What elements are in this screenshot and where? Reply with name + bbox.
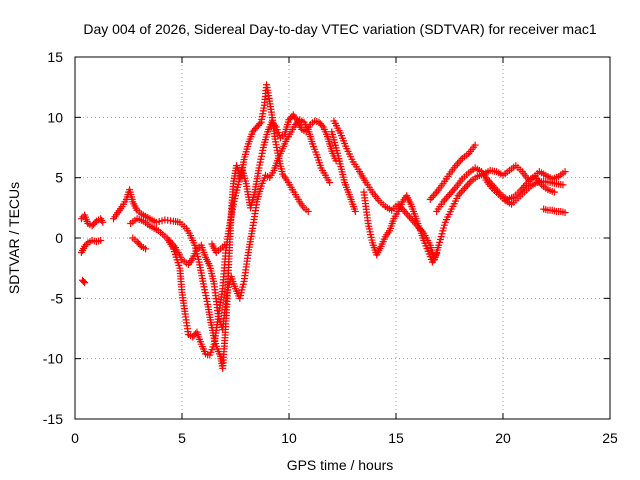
data-point [550, 188, 558, 196]
series-sat-l [426, 141, 479, 203]
y-tick-label: 15 [47, 49, 63, 65]
x-tick-label: 5 [178, 430, 186, 446]
x-tick-label: 0 [71, 430, 79, 446]
series-sat-k [360, 188, 441, 266]
data-point [97, 236, 105, 244]
x-tick-label: 20 [495, 430, 511, 446]
y-axis-title: SDTVAR / TECUs [6, 182, 22, 294]
x-tick-label: 10 [281, 430, 297, 446]
axes: 0 5 10 15 20 25 -15 -10 -5 0 5 10 15 [43, 49, 618, 446]
x-tick-label: 25 [602, 430, 618, 446]
data-point [221, 241, 229, 249]
series-sat-h [208, 240, 229, 256]
y-tick-label: 5 [55, 170, 63, 186]
data-point [318, 121, 326, 129]
series-sat-e [129, 234, 150, 253]
data-point [559, 181, 567, 189]
y-tick-label: 10 [47, 109, 63, 125]
data-point [136, 241, 144, 249]
series-sat-a [77, 211, 107, 230]
data-point [471, 141, 479, 149]
data-point [80, 277, 88, 285]
data-point [99, 218, 107, 226]
series-sat-c [78, 276, 89, 287]
series-sat-b [77, 236, 105, 256]
x-axis-title: GPS time / hours [287, 457, 394, 473]
y-tick-label: 0 [55, 230, 63, 246]
data-points [77, 81, 569, 372]
series-sat-g [165, 116, 334, 334]
chart-title: Day 004 of 2026, Sidereal Day-to-day VTE… [83, 21, 596, 37]
data-point [326, 178, 334, 186]
data-point [256, 120, 264, 128]
series-sat-i [328, 128, 359, 215]
data-point [561, 209, 569, 217]
series-sat-n [482, 176, 567, 208]
data-point [561, 168, 569, 176]
data-point [433, 250, 441, 258]
series-sat-f [127, 111, 340, 359]
data-point [142, 245, 150, 253]
data-point [271, 121, 279, 129]
y-tick-label: -15 [43, 411, 63, 427]
x-tick-label: 15 [388, 430, 404, 446]
y-tick-label: -5 [51, 290, 64, 306]
data-point [81, 279, 89, 287]
series-sat-o [540, 205, 569, 217]
data-point [351, 207, 359, 215]
data-point [91, 219, 99, 227]
data-point [304, 207, 312, 215]
y-tick-label: -10 [43, 351, 63, 367]
